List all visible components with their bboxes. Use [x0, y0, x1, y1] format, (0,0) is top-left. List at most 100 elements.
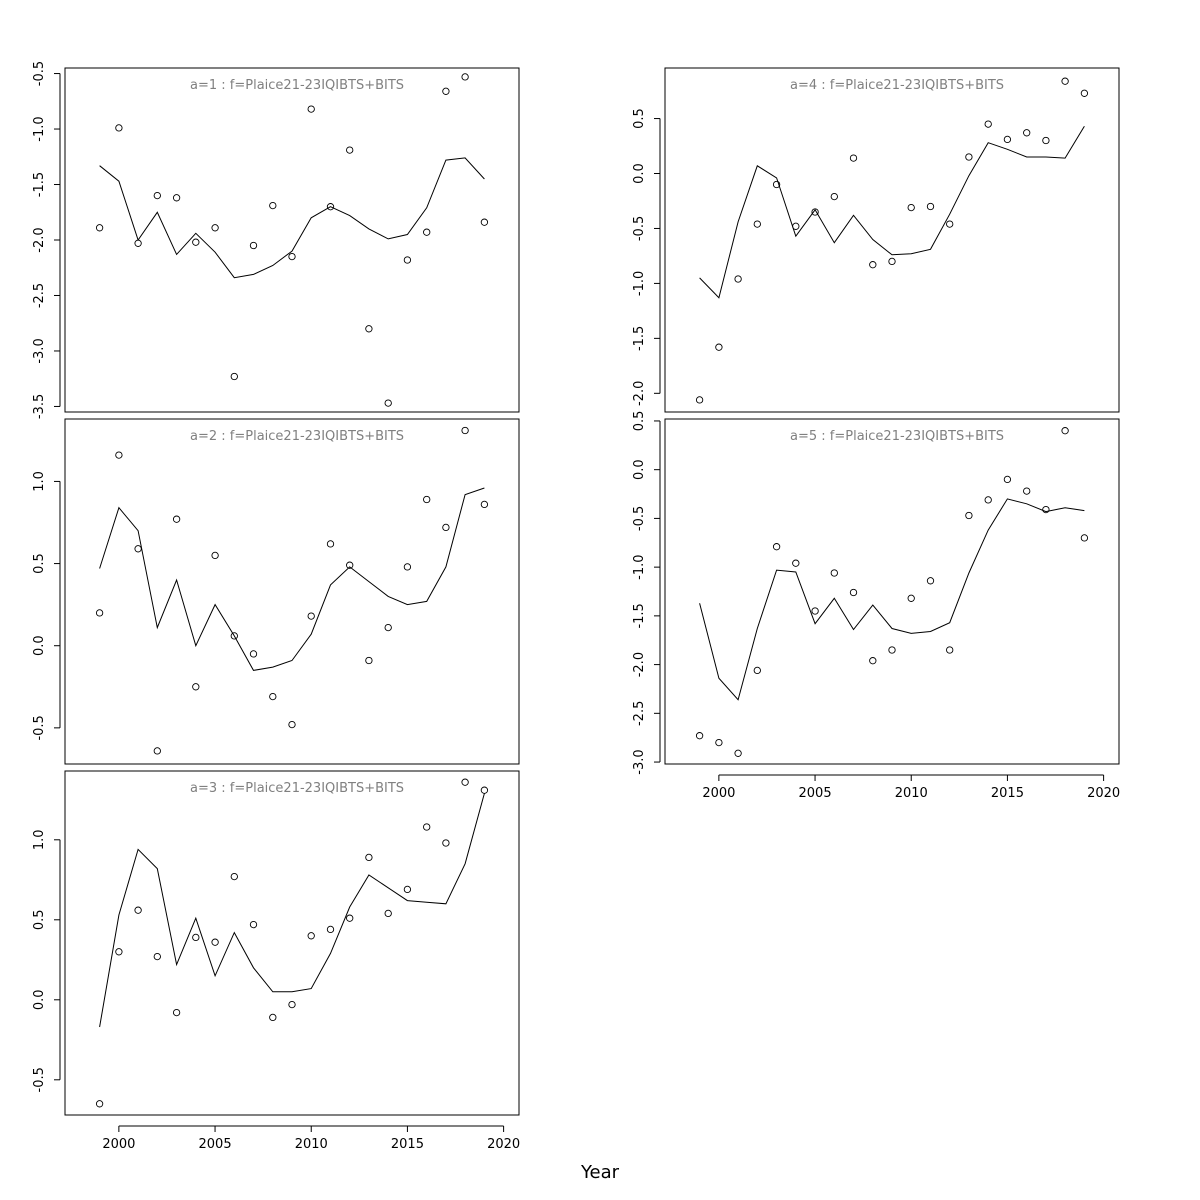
y-tick-label: -1.0: [632, 554, 647, 579]
data-point: [403, 256, 412, 264]
y-tick-label: 1.0: [32, 829, 47, 850]
data-point: [461, 778, 469, 786]
data-point: [307, 612, 315, 620]
plot-frame: [664, 418, 1120, 765]
data-point: [1080, 534, 1089, 542]
y-axis: 1.0 0.5 0.0 -0.5: [32, 829, 61, 1092]
x-axis: 2000 2005 2010 2015 2020: [702, 774, 1120, 801]
x-tick-label: 2005: [199, 1137, 232, 1152]
data-point: [811, 607, 819, 615]
data-point: [423, 228, 431, 236]
y-tick-label: 0.0: [632, 459, 647, 480]
data-point: [134, 906, 142, 914]
fitted-line: [99, 487, 485, 671]
data-point: [269, 201, 277, 210]
y-tick-label: -1.0: [32, 116, 47, 141]
panel-title: a=4 : f=Plaice21-23IQIBTS+BITS: [790, 78, 1004, 93]
x-axis-label: Year: [580, 1162, 620, 1183]
y-tick-label: 0.0: [32, 635, 47, 656]
data-point: [230, 372, 238, 381]
data-point: [115, 451, 123, 459]
y-tick-label: -3.0: [32, 338, 47, 363]
data-point: [134, 239, 142, 247]
panel-4: 0.5 0.0 -0.5 -1.0 -1.5 -2.0 a=4 : f=Plaice21-2…: [632, 67, 1120, 413]
data-point: [734, 749, 742, 757]
panel-title: a=2 : f=Plaice21-23IQIBTS+BITS: [190, 429, 404, 444]
data-point: [326, 203, 335, 211]
data-point: [326, 925, 335, 934]
data-point: [115, 124, 123, 132]
data-point: [95, 1100, 104, 1108]
data-point: [1003, 135, 1012, 144]
x-tick-label: 2020: [487, 1137, 520, 1152]
y-tick-label: -0.5: [632, 506, 647, 531]
data-point: [907, 203, 915, 212]
observed-points: [695, 427, 1089, 757]
data-point: [384, 909, 392, 918]
data-point: [695, 396, 704, 404]
data-point: [926, 577, 935, 585]
y-tick-label: -3.5: [32, 394, 47, 419]
data-point: [907, 594, 915, 602]
fitted-line: [99, 157, 485, 279]
data-point: [926, 202, 935, 211]
data-point: [442, 839, 450, 847]
data-point: [734, 275, 742, 283]
y-tick-label: 0.5: [632, 411, 647, 432]
data-point: [326, 540, 335, 548]
plot-frame: [664, 67, 1120, 413]
data-point: [307, 932, 315, 940]
data-point: [95, 609, 104, 617]
y-tick-label: -2.5: [632, 701, 647, 726]
y-tick-label: -0.5: [32, 715, 47, 740]
data-point: [95, 224, 104, 232]
plot-frame: [64, 418, 520, 765]
data-point: [715, 343, 723, 351]
data-point: [442, 523, 450, 532]
data-point: [192, 238, 200, 246]
data-point: [753, 666, 761, 675]
data-point: [695, 732, 704, 740]
observed-points: [95, 73, 489, 407]
panel-3: 1.0 0.5 0.0 -0.5 2000 2005 2010 2015 2020 a=3 : f…: [32, 770, 520, 1152]
data-point: [211, 224, 219, 232]
y-tick-label: -1.5: [632, 603, 647, 628]
data-point: [965, 153, 973, 161]
data-point: [461, 73, 469, 81]
x-tick-label: 2000: [702, 786, 735, 801]
data-point: [115, 948, 123, 956]
y-tick-label: -2.0: [32, 227, 47, 252]
data-point: [365, 853, 373, 862]
data-point: [384, 623, 392, 632]
y-tick-label: 1.0: [32, 471, 47, 492]
panel-title: a=1 : f=Plaice21-23IQIBTS+BITS: [190, 78, 404, 93]
data-point: [288, 252, 296, 261]
data-point: [946, 220, 954, 228]
data-point: [403, 885, 412, 894]
data-point: [230, 872, 238, 881]
data-point: [480, 786, 489, 794]
data-point: [1061, 427, 1069, 435]
data-point: [346, 561, 354, 569]
data-point: [249, 920, 258, 929]
y-axis: 0.5 0.0 -0.5 -1.0 -1.5 -2.0: [632, 108, 661, 406]
data-point: [1042, 505, 1050, 514]
y-axis: -0.5 -1.0 -1.5 -2.0 -2.5 -3.0 -3.5: [32, 61, 61, 419]
y-tick-label: 0.0: [632, 163, 647, 184]
observed-points: [695, 77, 1089, 404]
data-point: [288, 720, 296, 729]
y-tick-label: -1.0: [632, 271, 647, 296]
y-tick-label: -2.5: [32, 283, 47, 308]
y-tick-label: -0.5: [632, 216, 647, 241]
y-tick-label: -3.0: [632, 749, 647, 774]
data-point: [888, 646, 896, 654]
data-point: [211, 551, 219, 560]
data-point: [423, 495, 431, 504]
data-point: [442, 87, 450, 95]
data-point: [1023, 487, 1031, 495]
panel-1: -0.5 -1.0 -1.5 -2.0 -2.5 -3.0 -3.5 a=1 : f=Plai…: [32, 61, 520, 419]
data-point: [134, 545, 142, 553]
y-axis: 0.5 0.0 -0.5 -1.0 -1.5 -2.0 -2.5 -3.0: [632, 411, 661, 775]
x-axis: 2000 2005 2010 2015 2020: [102, 1125, 520, 1152]
data-point: [480, 500, 489, 509]
